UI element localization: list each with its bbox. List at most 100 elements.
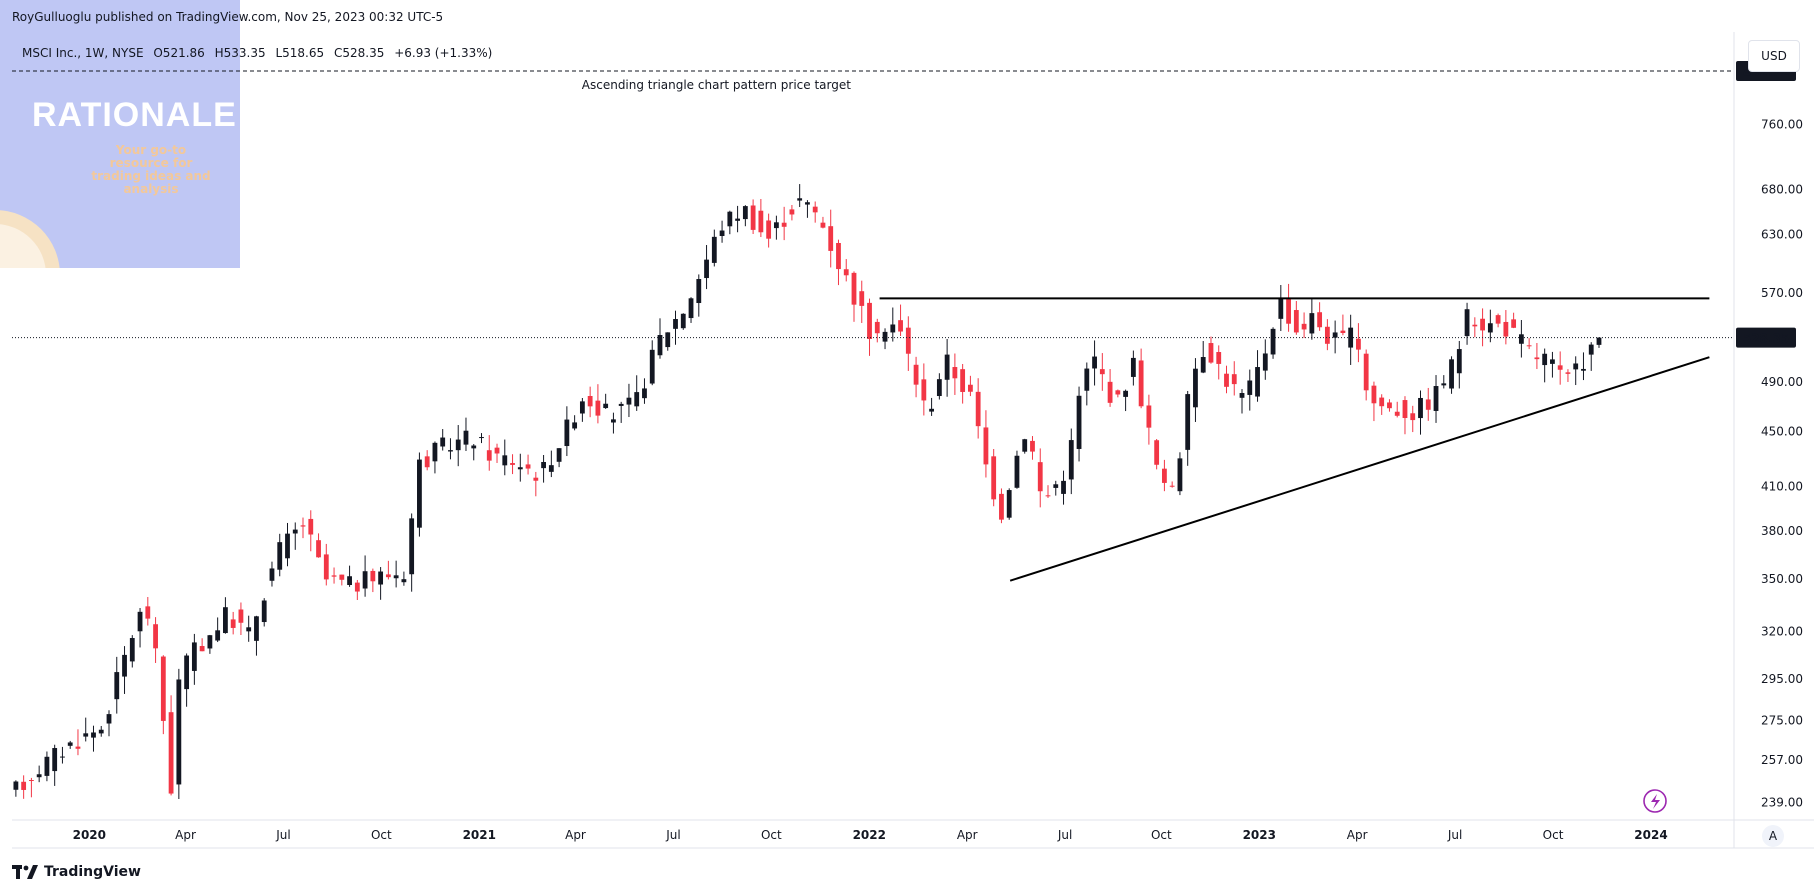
candle-body <box>36 774 42 778</box>
candle-body <box>1371 385 1377 404</box>
candle-body <box>502 455 508 466</box>
candle-body <box>1014 455 1020 488</box>
candle-body <box>1130 357 1136 377</box>
candle-body <box>455 439 461 451</box>
candle-body <box>277 542 283 570</box>
candle-body <box>533 477 539 481</box>
candle-body <box>1278 297 1284 319</box>
candle-body <box>1324 326 1330 344</box>
candle-body <box>797 198 803 201</box>
candle-body <box>618 403 624 406</box>
candle-body <box>199 646 205 652</box>
candle-body <box>1262 353 1268 371</box>
auto-scale-button[interactable]: A <box>1762 825 1784 847</box>
candle-body <box>898 320 903 332</box>
candle-body <box>711 236 717 263</box>
price-tick-label: 680.00 <box>1761 183 1803 197</box>
candle-body <box>1293 310 1299 333</box>
candle-body <box>673 319 678 329</box>
time-tick-year: 2023 <box>1243 828 1276 842</box>
candle-body <box>836 242 841 270</box>
candle-body <box>409 518 415 575</box>
candle-body <box>510 463 515 465</box>
price-tick-label: 380.00 <box>1761 524 1803 538</box>
currency-button[interactable]: USD <box>1748 40 1800 72</box>
time-tick-month: Oct <box>761 828 782 842</box>
legend-symbol[interactable]: MSCI Inc., 1W, NYSE <box>22 46 144 60</box>
candle-body <box>766 220 772 239</box>
time-tick-month: Oct <box>1151 828 1172 842</box>
candle-body <box>1534 357 1540 360</box>
candle-body <box>1394 411 1400 416</box>
candle-body <box>1433 386 1439 411</box>
candle-body <box>91 732 96 738</box>
candle-body <box>587 396 593 407</box>
price-tick-label: 490.00 <box>1761 375 1803 389</box>
candle-body <box>572 422 578 429</box>
candle-body <box>1138 360 1144 407</box>
candle-body <box>285 533 290 559</box>
candle-body <box>254 616 259 641</box>
candle-body <box>424 456 430 468</box>
time-tick-month: Oct <box>371 828 392 842</box>
candle-body <box>595 400 601 416</box>
candle-body <box>207 635 213 649</box>
candle-body <box>28 780 34 782</box>
candle-body <box>1363 353 1369 391</box>
time-tick-month: Apr <box>565 828 586 842</box>
tradingview-logo-icon <box>12 865 38 879</box>
candle-body <box>479 437 484 439</box>
candle-body <box>448 450 453 452</box>
candle-body <box>781 222 787 227</box>
legend-low: L518.65 <box>275 46 325 60</box>
candle-body <box>362 571 368 589</box>
candle-body <box>1216 352 1222 364</box>
candle-body <box>1565 372 1571 374</box>
candle-body <box>1487 323 1493 333</box>
candle-body <box>145 606 151 619</box>
candle-body <box>13 781 19 790</box>
candle-body <box>525 464 531 469</box>
candle-body <box>1123 390 1129 397</box>
candle-body <box>1581 368 1586 371</box>
candle-body <box>1092 356 1097 369</box>
candle-body <box>168 712 174 794</box>
time-tick-month: Oct <box>1543 828 1564 842</box>
tradingview-brand: TradingView <box>44 864 141 880</box>
candle-body <box>486 450 492 461</box>
candle-body <box>292 529 298 534</box>
candle-body <box>191 642 197 671</box>
candle-body <box>548 465 554 472</box>
last-price-badge: 528.35 <box>1743 332 1789 346</box>
candle-body <box>696 279 702 304</box>
candle-body <box>1309 313 1315 334</box>
candle-body <box>316 540 321 558</box>
candle-body <box>905 327 911 354</box>
candle-body <box>1550 359 1555 364</box>
candle-body <box>665 332 671 348</box>
candle-body <box>1006 490 1012 518</box>
candle-body <box>626 397 632 405</box>
candle-body <box>999 493 1004 520</box>
candle-body <box>1286 297 1291 324</box>
candle-body <box>975 391 981 427</box>
candle-body <box>1231 374 1237 385</box>
candle-body <box>215 630 221 641</box>
last-price-badge-bg <box>1736 327 1796 348</box>
candle-body <box>913 364 919 385</box>
candle-body <box>564 419 570 447</box>
candle-body <box>1068 440 1074 480</box>
candle-body <box>1495 315 1501 324</box>
candle-body <box>60 756 65 758</box>
candle-body <box>828 226 834 251</box>
candle-body <box>83 733 89 737</box>
candle-body <box>1247 380 1253 395</box>
candle-body <box>1224 373 1229 387</box>
candle-body <box>952 367 958 379</box>
candle-body <box>323 554 329 580</box>
candle-body <box>98 729 104 734</box>
candle-body <box>579 401 585 414</box>
candle-body <box>820 222 826 228</box>
tradingview-footer[interactable]: TradingView <box>12 864 141 880</box>
